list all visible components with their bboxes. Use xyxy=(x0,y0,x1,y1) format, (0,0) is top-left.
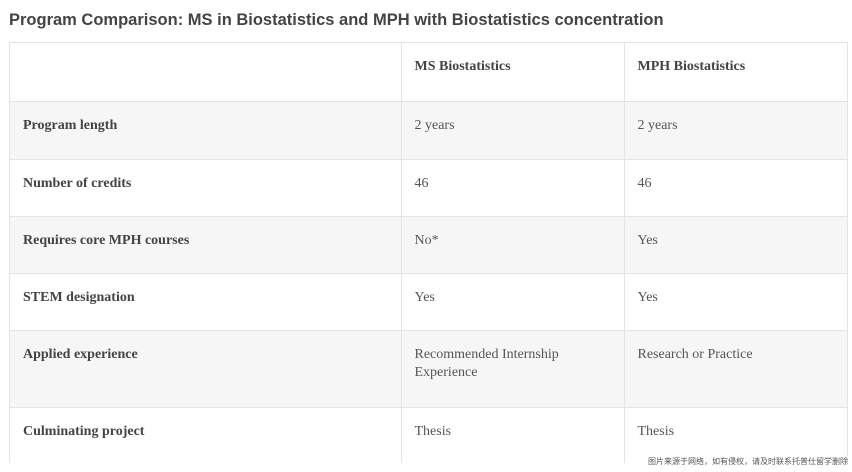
header-ms-biostatistics: MS Biostatistics xyxy=(400,43,624,101)
table-row: Culminating project Thesis Thesis xyxy=(10,407,847,463)
row-label: Program length xyxy=(23,117,118,133)
row-label: STEM designation xyxy=(23,289,135,305)
ms-value: No* xyxy=(400,216,624,273)
page-title: Program Comparison: MS in Biostatistics … xyxy=(9,11,664,29)
ms-value: Recommended Internship Experience xyxy=(400,330,624,407)
table-row: Requires core MPH courses No* Yes xyxy=(10,216,847,273)
row-label: Requires core MPH courses xyxy=(23,232,190,248)
comparison-table: MS Biostatistics MPH Biostatistics Progr… xyxy=(9,42,848,463)
source-watermark: 图片来源于网络，如有侵权，请及时联系托普仕留学删除 xyxy=(648,457,848,466)
header-empty-cell xyxy=(10,43,401,101)
mph-value: Thesis xyxy=(623,407,847,463)
mph-value: 2 years xyxy=(623,101,847,159)
ms-value: Thesis xyxy=(400,407,624,463)
ms-value: 2 years xyxy=(400,101,624,159)
table-row: Number of credits 46 46 xyxy=(10,159,847,216)
row-label: Number of credits xyxy=(23,175,132,191)
table-header-row: MS Biostatistics MPH Biostatistics xyxy=(10,43,847,101)
table-row: Applied experience Recommended Internshi… xyxy=(10,330,847,407)
header-mph-biostatistics: MPH Biostatistics xyxy=(623,43,847,101)
row-label: Applied experience xyxy=(23,346,138,362)
row-label: Culminating project xyxy=(23,423,145,439)
mph-value: 46 xyxy=(623,159,847,216)
ms-value: Yes xyxy=(400,273,624,330)
mph-value: Yes xyxy=(623,216,847,273)
mph-value: Research or Practice xyxy=(623,330,847,407)
table-row: Program length 2 years 2 years xyxy=(10,101,847,159)
ms-value: 46 xyxy=(400,159,624,216)
mph-value: Yes xyxy=(623,273,847,330)
table-row: STEM designation Yes Yes xyxy=(10,273,847,330)
